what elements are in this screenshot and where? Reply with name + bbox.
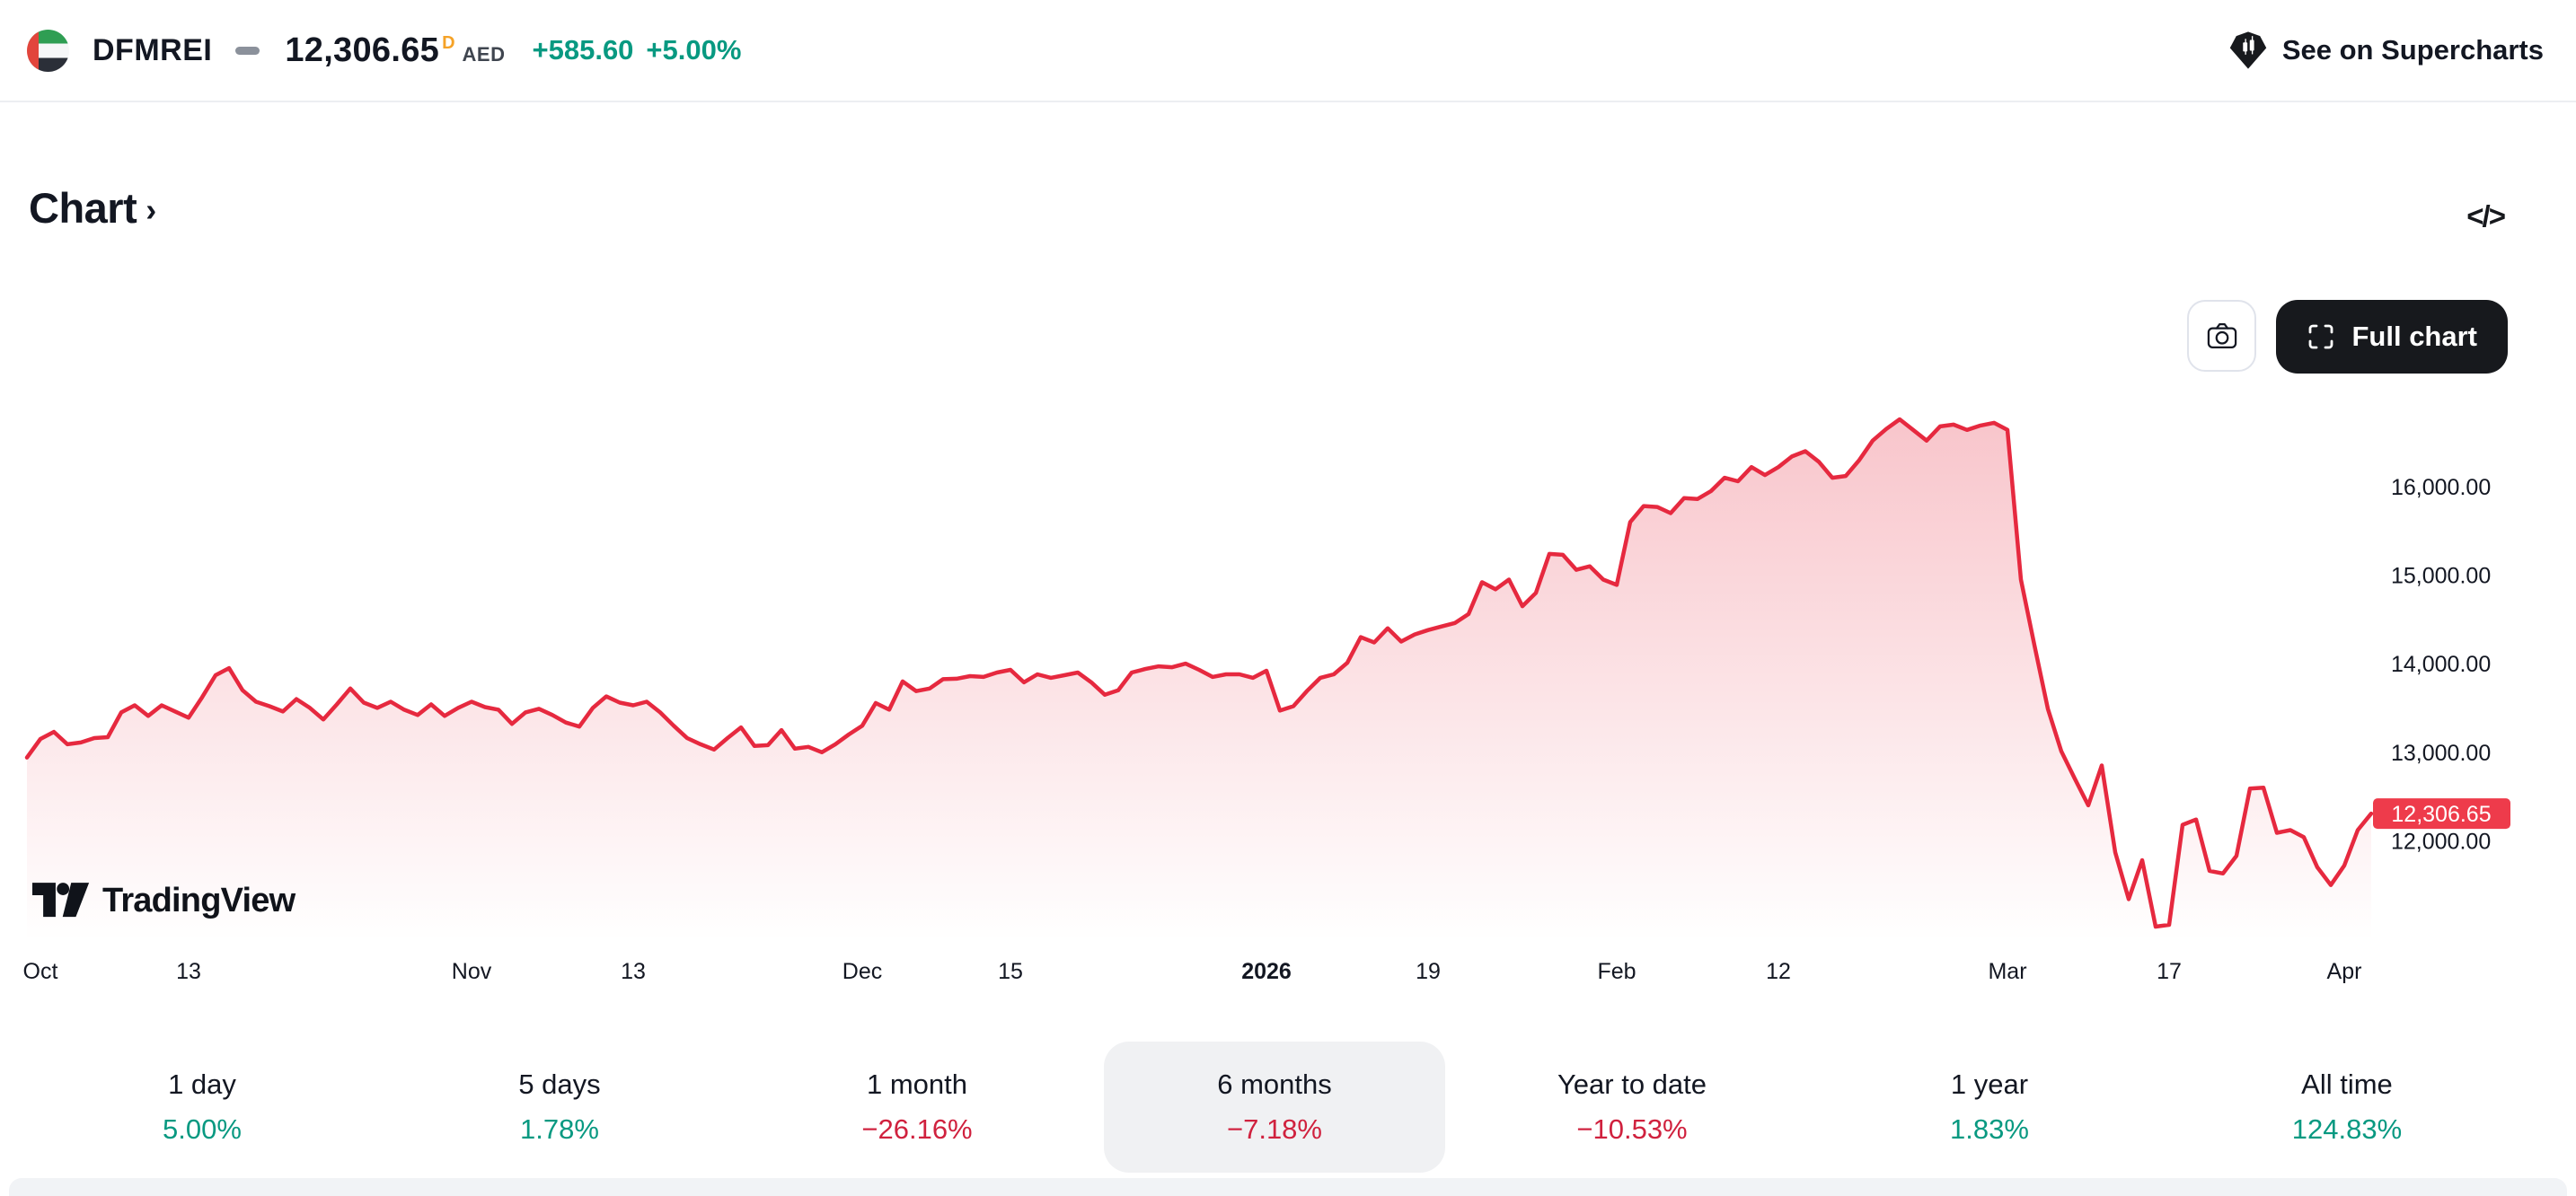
svg-text:12: 12 [1766, 959, 1791, 984]
chart-section-link[interactable]: Chart › [29, 183, 156, 233]
section-title: Chart [29, 184, 137, 232]
snapshot-button[interactable] [2187, 300, 2256, 372]
last-price: 12,306.65 [285, 31, 440, 69]
svg-text:15: 15 [998, 959, 1023, 984]
supercharts-label: See on Supercharts [2281, 34, 2544, 66]
chevron-right-icon: › [146, 190, 157, 228]
period-1-day[interactable]: 1 day 5.00% [31, 1042, 373, 1173]
supercharts-gem-icon [2229, 31, 2267, 69]
svg-text:12,000.00: 12,000.00 [2391, 829, 2491, 854]
period-change: −26.16% [861, 1113, 973, 1145]
period-1-month[interactable]: 1 month −26.16% [746, 1042, 1088, 1173]
svg-text:17: 17 [2157, 959, 2182, 984]
svg-text:Feb: Feb [1597, 959, 1636, 984]
change-absolute: +585.60 [532, 34, 634, 66]
embed-code-icon[interactable]: </> [2466, 199, 2506, 233]
symbol-header: DFMREI 12,306.65 D AED +585.60 +5.00% Se… [0, 0, 2576, 102]
symbol-name: DFMREI [93, 32, 213, 67]
see-on-supercharts-link[interactable]: See on Supercharts [2228, 31, 2544, 70]
fullscreen-icon [2309, 324, 2333, 349]
camera-icon [2207, 323, 2236, 348]
period-1-year[interactable]: 1 year 1.83% [1819, 1042, 2160, 1173]
tradingview-logo-icon [32, 883, 90, 918]
svg-text:15,000.00: 15,000.00 [2391, 564, 2491, 589]
period-label: 1 day [168, 1068, 236, 1100]
svg-text:Mar: Mar [1988, 959, 2026, 984]
delayed-data-badge: D [442, 32, 455, 53]
price-change: +585.60 +5.00% [533, 34, 742, 66]
period-label: 5 days [518, 1068, 601, 1100]
period-change: 1.83% [1950, 1113, 2029, 1145]
currency-label: AED [462, 42, 506, 66]
svg-text:Oct: Oct [23, 959, 58, 984]
next-section-edge [9, 1178, 2567, 1196]
svg-text:13,000.00: 13,000.00 [2391, 741, 2491, 766]
svg-text:13: 13 [176, 959, 201, 984]
svg-text:19: 19 [1416, 959, 1441, 984]
svg-text:14,000.00: 14,000.00 [2391, 652, 2491, 677]
uae-flag-icon [27, 29, 69, 72]
period-label: Year to date [1557, 1068, 1707, 1100]
svg-text:12,306.65: 12,306.65 [2391, 802, 2491, 827]
tradingview-watermark-label: TradingView [102, 881, 296, 919]
svg-text:Nov: Nov [452, 959, 492, 984]
period-label: 1 year [1950, 1068, 2029, 1100]
period-label: 1 month [866, 1068, 967, 1100]
price-block: 12,306.65 D AED [285, 31, 505, 70]
market-closed-icon [235, 46, 260, 55]
full-chart-button[interactable]: Full chart [2276, 300, 2508, 374]
tradingview-watermark[interactable]: TradingView [32, 880, 296, 921]
full-chart-label: Full chart [2351, 321, 2477, 352]
period-6-months[interactable]: 6 months −7.18% [1104, 1042, 1445, 1173]
period-all-time[interactable]: All time 124.83% [2176, 1042, 2518, 1173]
period-change: −7.18% [1226, 1113, 1322, 1145]
period-label: 6 months [1217, 1068, 1332, 1100]
period-change: 5.00% [163, 1113, 242, 1145]
svg-text:13: 13 [621, 959, 646, 984]
period-change: 1.78% [520, 1113, 599, 1145]
period-change: 124.83% [2291, 1113, 2403, 1145]
period-year-to-date[interactable]: Year to date −10.53% [1461, 1042, 1803, 1173]
period-selector: 1 day 5.00% 5 days 1.78% 1 month −26.16%… [23, 1042, 2526, 1173]
period-label: All time [2301, 1068, 2393, 1100]
svg-text:16,000.00: 16,000.00 [2391, 475, 2491, 500]
period-5-days[interactable]: 5 days 1.78% [389, 1042, 730, 1173]
change-percent: +5.00% [646, 34, 742, 66]
svg-text:Dec: Dec [842, 959, 882, 984]
period-change: −10.53% [1576, 1113, 1688, 1145]
svg-text:2026: 2026 [1241, 959, 1292, 984]
svg-text:Apr: Apr [2327, 959, 2362, 984]
